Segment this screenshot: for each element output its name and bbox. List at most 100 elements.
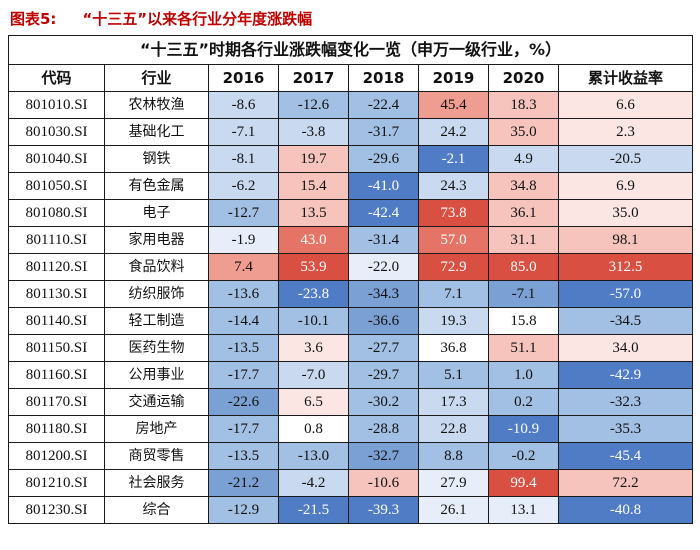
value-cell: -12.7 — [208, 199, 279, 227]
value-cell: -57.0 — [557, 280, 694, 308]
value-cell: -31.4 — [348, 226, 419, 254]
value-cell: -14.4 — [208, 307, 279, 335]
code-cell: 801180.SI — [8, 415, 105, 443]
value-cell: 36.8 — [418, 334, 489, 362]
column-header-industry: 行业 — [104, 64, 209, 92]
value-cell: -7.0 — [278, 361, 349, 389]
industry-cell: 钢铁 — [104, 145, 209, 173]
value-cell: 312.5 — [557, 253, 694, 281]
value-cell: -40.8 — [557, 496, 694, 524]
table-row: 801130.SI 纺织服饰 -13.6 -23.8 -34.3 7.1 -7.1 -57.0 — [8, 280, 694, 308]
code-cell: 801140.SI — [8, 307, 105, 335]
value-cell: 51.1 — [488, 334, 559, 362]
column-header-code: 代码 — [8, 64, 105, 92]
figure-label: 图表5: — [10, 10, 57, 28]
code-cell: 801160.SI — [8, 361, 105, 389]
code-cell: 801050.SI — [8, 172, 105, 200]
column-header-2016: 2016 — [208, 64, 279, 92]
value-cell: 36.1 — [488, 199, 559, 227]
value-cell: -32.3 — [557, 388, 694, 416]
table-row: 801170.SI 交通运输 -22.6 6.5 -30.2 17.3 0.2 -32.3 — [8, 388, 694, 416]
value-cell: 26.1 — [418, 496, 489, 524]
industry-cell: 交通运输 — [104, 388, 209, 416]
value-cell: -7.1 — [488, 280, 559, 308]
value-cell: 31.1 — [488, 226, 559, 254]
value-cell: -10.6 — [348, 469, 419, 497]
code-cell: 801110.SI — [8, 226, 105, 254]
value-cell: -22.6 — [208, 388, 279, 416]
value-cell: -42.9 — [557, 361, 694, 389]
value-cell: -39.3 — [348, 496, 419, 524]
value-cell: -13.6 — [208, 280, 279, 308]
value-cell: 34.8 — [488, 172, 559, 200]
value-cell: 35.0 — [557, 199, 694, 227]
value-cell: -29.6 — [348, 145, 419, 173]
value-cell: 7.4 — [208, 253, 279, 281]
table-row: 801050.SI 有色金属 -6.2 15.4 -41.0 24.3 34.8 6.9 — [8, 172, 694, 200]
value-cell: -12.9 — [208, 496, 279, 524]
value-cell: -36.6 — [348, 307, 419, 335]
value-cell: 45.4 — [418, 91, 489, 119]
value-cell: -35.3 — [557, 415, 694, 443]
table-row: 801230.SI 综合 -12.9 -21.5 -39.3 26.1 13.1 -40.8 — [8, 496, 694, 524]
value-cell: -22.0 — [348, 253, 419, 281]
value-cell: 73.8 — [418, 199, 489, 227]
code-cell: 801230.SI — [8, 496, 105, 524]
table-row: 801160.SI 公用事业 -17.7 -7.0 -29.7 5.1 1.0 -42.9 — [8, 361, 694, 389]
value-cell: -13.5 — [208, 334, 279, 362]
industry-cell: 公用事业 — [104, 361, 209, 389]
value-cell: -10.1 — [278, 307, 349, 335]
industry-cell: 基础化工 — [104, 118, 209, 146]
industry-cell: 食品饮料 — [104, 253, 209, 281]
value-cell: -31.7 — [348, 118, 419, 146]
industry-cell: 农林牧渔 — [104, 91, 209, 119]
table-title-row: “十三五”时期各行业涨跌幅变化一览（申万一级行业，%） — [7, 35, 694, 65]
value-cell: -0.2 — [488, 442, 559, 470]
value-cell: 27.9 — [418, 469, 489, 497]
table-row: 801140.SI 轻工制造 -14.4 -10.1 -36.6 19.3 15.8 -34.… — [8, 307, 694, 335]
industry-cell: 商贸零售 — [104, 442, 209, 470]
value-cell: -45.4 — [557, 442, 694, 470]
figure-header: 图表5: “十三五”以来各行业分年度涨跌幅 — [0, 0, 700, 35]
industry-cell: 社会服务 — [104, 469, 209, 497]
industry-cell: 房地产 — [104, 415, 209, 443]
value-cell: -28.8 — [348, 415, 419, 443]
value-cell: -34.5 — [557, 307, 694, 335]
industry-returns-table: “十三五”时期各行业涨跌幅变化一览（申万一级行业，%） 代码 行业 2016 2017… — [7, 35, 694, 524]
value-cell: 24.2 — [418, 118, 489, 146]
code-cell: 801210.SI — [8, 469, 105, 497]
value-cell: -21.5 — [278, 496, 349, 524]
value-cell: -30.2 — [348, 388, 419, 416]
table-title: “十三五”时期各行业涨跌幅变化一览（申万一级行业，%） — [7, 35, 694, 65]
industry-cell: 纺织服饰 — [104, 280, 209, 308]
code-cell: 801170.SI — [8, 388, 105, 416]
column-header-2018: 2018 — [348, 64, 419, 92]
value-cell: -4.2 — [278, 469, 349, 497]
table-row: 801040.SI 钢铁 -8.1 19.7 -29.6 -2.1 4.9 -20.5 — [8, 145, 694, 173]
industry-cell: 电子 — [104, 199, 209, 227]
table-row: 801110.SI 家用电器 -1.9 43.0 -31.4 57.0 31.1 98.1 — [8, 226, 694, 254]
column-header-2017: 2017 — [278, 64, 349, 92]
column-header-2019: 2019 — [418, 64, 489, 92]
value-cell: -34.3 — [348, 280, 419, 308]
table-row: 801180.SI 房地产 -17.7 0.8 -28.8 22.8 -10.9 -35.3 — [8, 415, 694, 443]
value-cell: 5.1 — [418, 361, 489, 389]
value-cell: 17.3 — [418, 388, 489, 416]
value-cell: -6.2 — [208, 172, 279, 200]
value-cell: -27.7 — [348, 334, 419, 362]
value-cell: -22.4 — [348, 91, 419, 119]
value-cell: 15.4 — [278, 172, 349, 200]
column-header-2020: 2020 — [488, 64, 559, 92]
value-cell: 0.8 — [278, 415, 349, 443]
value-cell: 4.9 — [488, 145, 559, 173]
column-header-累计收益率: 累计收益率 — [557, 64, 694, 92]
industry-cell: 有色金属 — [104, 172, 209, 200]
value-cell: -21.2 — [208, 469, 279, 497]
table-row: 801210.SI 社会服务 -21.2 -4.2 -10.6 27.9 99.4 72.2 — [8, 469, 694, 497]
code-cell: 801080.SI — [8, 199, 105, 227]
value-cell: 6.6 — [557, 91, 694, 119]
value-cell: 6.9 — [557, 172, 694, 200]
value-cell: 1.0 — [488, 361, 559, 389]
value-cell: -23.8 — [278, 280, 349, 308]
table-row: 801200.SI 商贸零售 -13.5 -13.0 -32.7 8.8 -0.2 -45.4 — [8, 442, 694, 470]
